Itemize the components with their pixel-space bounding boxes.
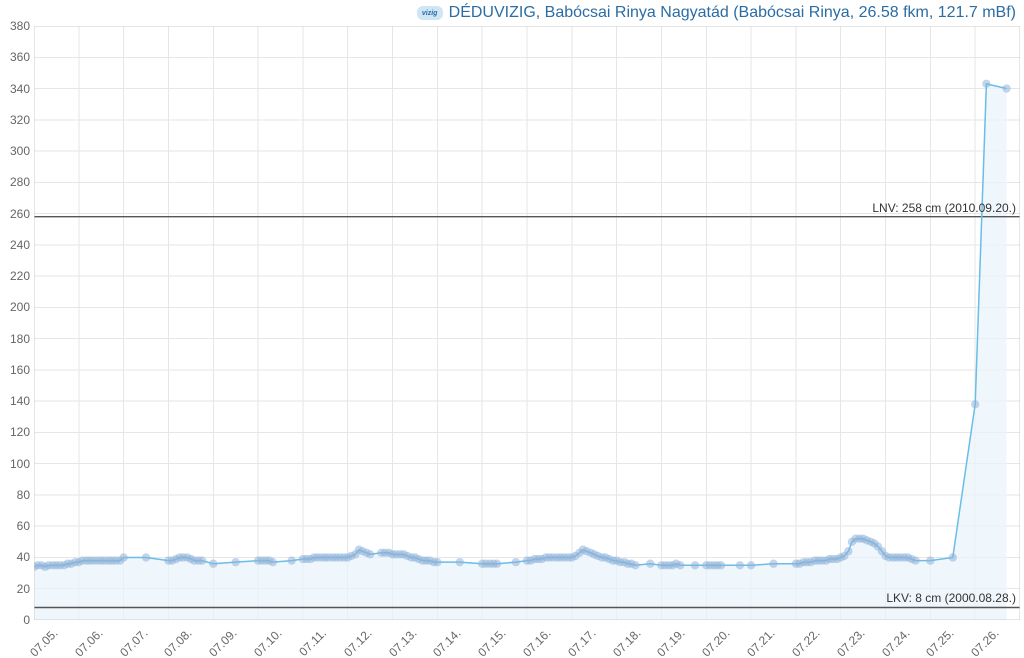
- x-tick-label: 07.25.: [923, 626, 956, 658]
- plot-area: [34, 26, 1020, 620]
- x-tick-label: 07.18.: [610, 626, 643, 658]
- x-tick-label: 07.22.: [789, 626, 822, 658]
- x-tick-label: 07.20.: [699, 626, 732, 658]
- y-tick-label: 220: [10, 269, 30, 283]
- y-tick-label: 380: [10, 19, 30, 33]
- x-tick-label: 07.12.: [341, 626, 374, 658]
- x-tick-label: 07.08.: [162, 626, 195, 658]
- y-tick-label: 80: [17, 488, 30, 502]
- y-tick-label: 140: [10, 394, 30, 408]
- y-tick-label: 60: [17, 519, 30, 533]
- y-tick-label: 200: [10, 300, 30, 314]
- y-tick-label: 160: [10, 363, 30, 377]
- y-tick-label: 260: [10, 207, 30, 221]
- chart-container: vizig DÉDUVIZIG, Babócsai Rinya Nagyatád…: [0, 0, 1024, 658]
- y-tick-label: 240: [10, 238, 30, 252]
- reference-line-label: LNV: 258 cm (2010.09.20.): [872, 201, 1016, 217]
- x-tick-label: 07.17.: [565, 626, 598, 658]
- title-logo-icon: vizig: [417, 6, 443, 20]
- x-tick-label: 07.07.: [117, 626, 150, 658]
- x-tick-label: 07.10.: [251, 626, 284, 658]
- chart-title-text: DÉDUVIZIG, Babócsai Rinya Nagyatád (Babó…: [449, 4, 1016, 22]
- x-tick-label: 07.26.: [968, 626, 1001, 658]
- y-tick-label: 280: [10, 175, 30, 189]
- y-tick-label: 360: [10, 50, 30, 64]
- x-tick-label: 07.19.: [655, 626, 688, 658]
- chart-title: vizig DÉDUVIZIG, Babócsai Rinya Nagyatád…: [417, 4, 1016, 22]
- x-tick-label: 07.15.: [475, 626, 508, 658]
- x-tick-label: 07.14.: [430, 626, 463, 658]
- x-tick-label: 07.13.: [386, 626, 419, 658]
- y-tick-label: 340: [10, 82, 30, 96]
- chart-svg: [34, 26, 1020, 620]
- y-tick-label: 120: [10, 425, 30, 439]
- y-tick-label: 180: [10, 332, 30, 346]
- reference-line-label: LKV: 8 cm (2000.08.28.): [886, 591, 1016, 607]
- x-tick-label: 07.23.: [834, 626, 867, 658]
- x-tick-label: 07.16.: [520, 626, 553, 658]
- y-tick-label: 0: [23, 613, 30, 627]
- x-tick-label: 07.09.: [206, 626, 239, 658]
- x-tick-label: 07.24.: [879, 626, 912, 658]
- y-tick-label: 40: [17, 550, 30, 564]
- y-tick-label: 300: [10, 144, 30, 158]
- x-tick-label: 07.11.: [296, 626, 329, 658]
- x-tick-label: 07.21.: [744, 626, 777, 658]
- y-tick-label: 100: [10, 457, 30, 471]
- y-tick-label: 320: [10, 113, 30, 127]
- x-tick-label: 07.05.: [27, 626, 60, 658]
- x-tick-label: 07.06.: [72, 626, 105, 658]
- y-tick-label: 20: [17, 582, 30, 596]
